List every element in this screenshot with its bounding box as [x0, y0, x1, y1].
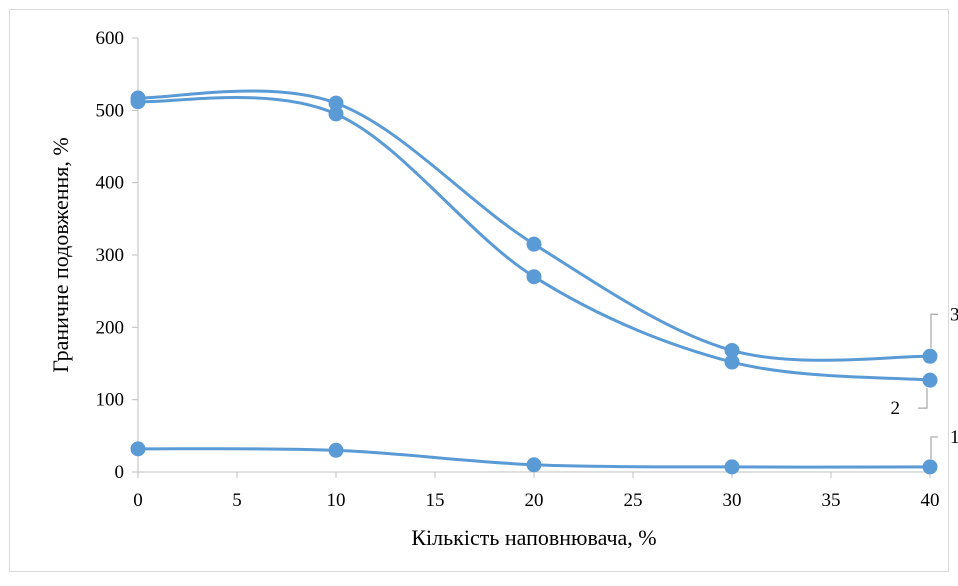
series-3-label: 3 — [950, 304, 958, 325]
chart-area-frame — [9, 9, 949, 572]
series-1-label: 1 — [950, 427, 958, 448]
